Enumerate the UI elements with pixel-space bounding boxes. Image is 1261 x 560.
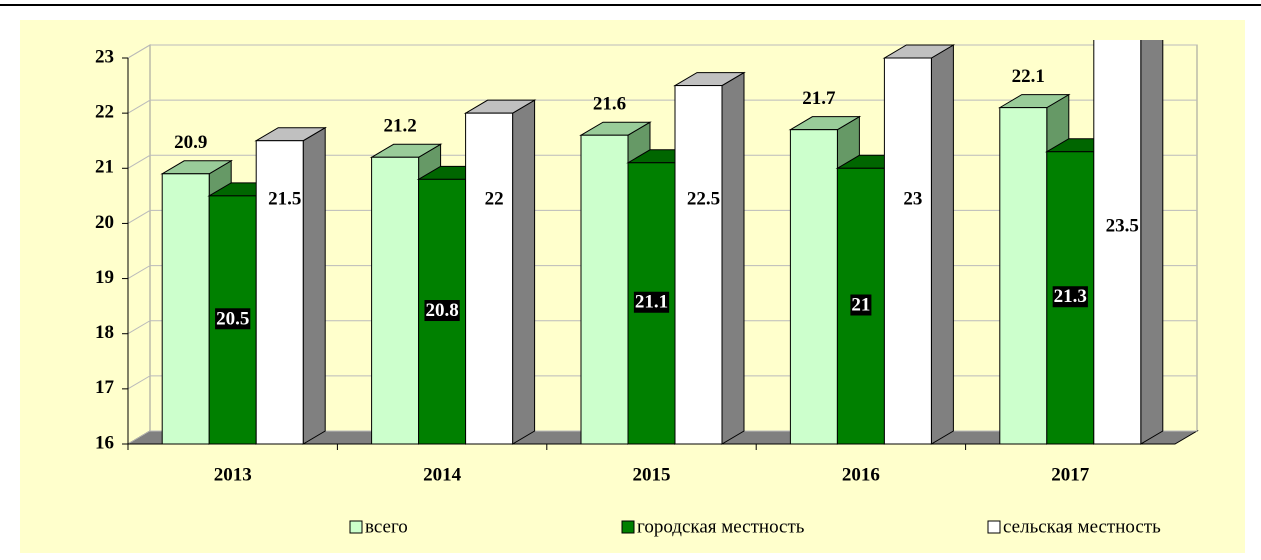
legend-label: всего [365, 516, 408, 537]
bar [673, 71, 746, 445]
bar [882, 44, 956, 445]
data-label: 21.6 [593, 94, 626, 115]
y-tick-label: 19 [95, 267, 114, 288]
legend-swatch [621, 520, 635, 534]
data-label-bg [215, 308, 251, 330]
bar-side [721, 71, 745, 445]
x-tick-label: 2017 [1051, 464, 1090, 485]
legend-label: городская местность [637, 516, 805, 537]
bars [160, 40, 1164, 445]
grid-line [127, 99, 1197, 114]
x-tick-label: 2013 [214, 464, 252, 485]
grid-line [127, 44, 1197, 59]
bar-front [255, 140, 304, 445]
bar-front [465, 112, 514, 445]
data-label: 22.5 [687, 188, 720, 209]
y-tick-label: 20 [95, 212, 114, 233]
bar-side [512, 99, 536, 445]
bar-front [789, 129, 838, 445]
bar-side [930, 44, 954, 445]
data-label-bg [267, 188, 303, 210]
bar-front [883, 57, 932, 445]
x-tick-label: 2014 [423, 464, 462, 485]
data-label: 23.5 [1106, 215, 1139, 236]
data-label: 21.1 [635, 292, 668, 313]
legend-label: сельская местность [1003, 516, 1161, 537]
data-label-bg [1104, 215, 1140, 237]
data-label-bg [1052, 286, 1088, 308]
bar [254, 126, 328, 445]
data-label: 21 [851, 295, 870, 316]
data-label: 21.2 [383, 116, 416, 137]
bar-front [674, 85, 723, 445]
data-label-bg [685, 188, 722, 210]
y-tick-label: 22 [95, 102, 114, 123]
bar-front [1093, 40, 1142, 445]
bar [463, 99, 537, 445]
data-label: 20.9 [174, 132, 207, 153]
y-tick-label: 16 [95, 432, 114, 453]
data-label-bg [633, 291, 670, 313]
bar-front [371, 156, 420, 445]
data-label-bg [850, 294, 872, 316]
data-label-bg [902, 188, 924, 210]
legend-swatch [987, 520, 1001, 534]
data-label: 20.5 [216, 308, 249, 329]
bar-front [580, 134, 629, 445]
x-tick-label: 2016 [842, 464, 880, 485]
data-label: 21.5 [268, 188, 301, 209]
data-label-bg [483, 188, 505, 210]
data-label: 21.7 [802, 88, 836, 109]
data-label: 22 [485, 188, 504, 209]
bar-side [1140, 40, 1164, 445]
y-tick-label: 18 [95, 322, 114, 343]
data-label: 23 [903, 188, 922, 209]
bar-front [999, 107, 1048, 445]
y-tick-label: 23 [95, 46, 114, 67]
bar [1093, 40, 1164, 445]
data-label: 22.1 [1012, 66, 1045, 87]
data-label-bg [424, 300, 460, 322]
legend-swatch [349, 520, 363, 534]
x-tick-label: 2015 [633, 464, 671, 485]
side-wall [127, 44, 151, 445]
data-label: 21.3 [1054, 286, 1087, 307]
y-tick-label: 17 [95, 377, 115, 398]
data-label: 20.8 [425, 300, 458, 321]
bar-front [161, 173, 210, 445]
bar-side [302, 126, 326, 445]
y-tick-label: 21 [95, 157, 114, 178]
